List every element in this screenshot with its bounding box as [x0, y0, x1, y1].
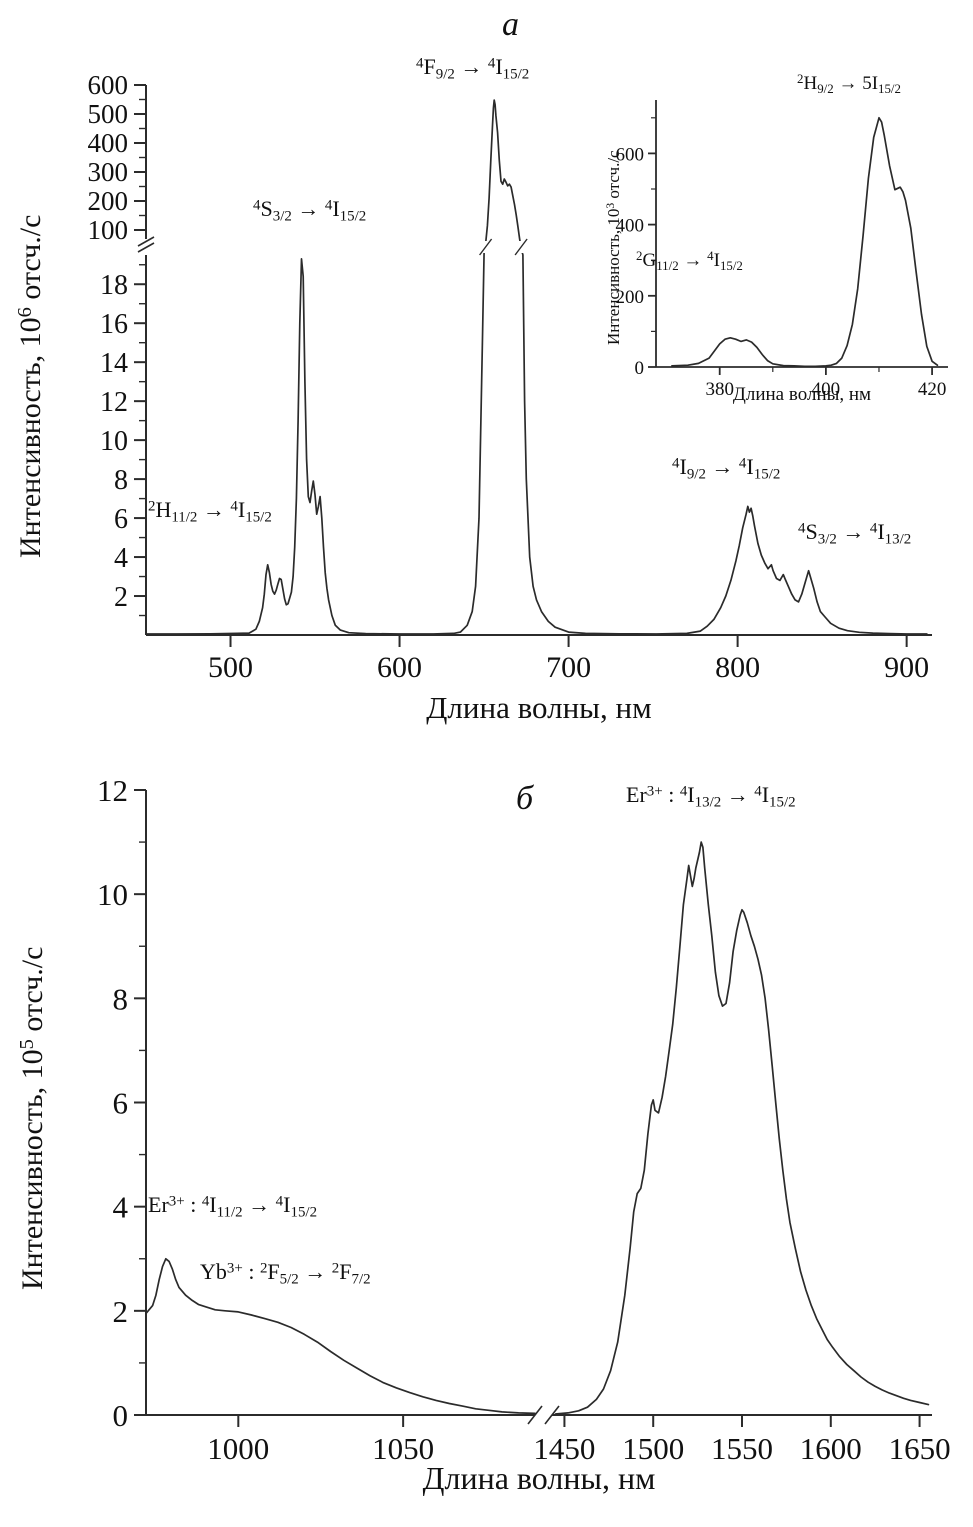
annotation-2G11-2-to-4I15-2: 2G11/2 → 4I15/2: [636, 248, 743, 273]
x-tick-label: 1650: [889, 1431, 951, 1466]
x-tick-label: 420: [918, 379, 947, 400]
annotation-4F9-2-to-4I15-2: 4F9/2 → 4I15/2: [416, 54, 530, 83]
y-tick-label: 2: [113, 1294, 129, 1329]
x-tick-label: 500: [208, 651, 253, 684]
annotation-4S3-2-to-4I15-2: 4S3/2 → 4I15/2: [253, 196, 367, 225]
x-tick-label: 900: [884, 651, 929, 684]
x-tick-label: 600: [377, 651, 422, 684]
axis-break-mark: [137, 236, 155, 247]
axis-break-mark: [137, 242, 155, 253]
y-tick-label: 300: [88, 157, 129, 187]
y-tick-label: 0: [635, 358, 645, 379]
axis-break-mark: [544, 1405, 560, 1425]
annotation-4I9-2-to-4I15-2: 4I9/2 → 4I15/2: [672, 454, 781, 483]
y-tick-label: 12: [100, 387, 128, 418]
y-tick-label: 200: [616, 287, 645, 308]
y-tick-label: 8: [113, 981, 129, 1016]
x-tick-label: 700: [546, 651, 591, 684]
x-tick-label: 1600: [800, 1431, 862, 1466]
x-tick-label: 1550: [711, 1431, 773, 1466]
y-tick-label: 2: [114, 582, 128, 613]
inset-y-axis-title: Интенсивность, 103 отсч./с: [603, 150, 623, 345]
y-tick-label: 100: [88, 215, 129, 245]
annotation-4S3-2-to-4I13-2: 4S3/2 → 4I13/2: [798, 519, 912, 548]
x-tick-label: 1450: [533, 1431, 595, 1466]
y-tick-label: 14: [100, 348, 128, 379]
y-tick-label: 10: [97, 877, 128, 912]
y-tick-label: 16: [100, 309, 128, 340]
annotation-yb-2F5-2-to-2F7-2: Yb3+ : 2F5/2 → 2F7/2: [200, 1259, 371, 1288]
panel-b-letter: б: [516, 780, 534, 817]
inset-x-axis-title: Длина волны, нм: [732, 384, 872, 405]
curve-break-mark: [514, 238, 528, 256]
annotation-er-4I11-2-to-4I15-2: Er3+ : 4I11/2 → 4I15/2: [148, 1192, 318, 1221]
y-tick-label: 400: [616, 216, 645, 237]
panel-b-y-axis-title: Интенсивность, 105 отсч./с: [15, 946, 49, 1290]
y-tick-label: 0: [113, 1398, 129, 1433]
y-tick-label: 18: [100, 270, 128, 301]
x-tick-label: 380: [705, 379, 734, 400]
y-tick-label: 4: [114, 543, 128, 574]
panel-b-curve-1: [554, 841, 930, 1415]
curve-break-mark: [479, 238, 493, 256]
y-tick-label: 6: [113, 1086, 129, 1121]
panel-b-curve-0: [145, 1257, 536, 1415]
y-tick-label: 600: [88, 70, 129, 100]
annotation-er-4I13-2-to-4I15-2: Er3+ : 4I13/2 → 4I15/2: [626, 782, 796, 811]
y-tick-label: 500: [88, 99, 129, 129]
x-tick-label: 1000: [207, 1431, 269, 1466]
y-tick-label: 200: [88, 186, 129, 216]
x-tick-label: 800: [715, 651, 760, 684]
y-tick-label: 4: [113, 1190, 129, 1225]
y-axis-break-band: [147, 241, 933, 253]
axis-break-mark: [527, 1405, 543, 1425]
x-tick-label: 400: [812, 379, 841, 400]
y-tick-label: 6: [114, 504, 128, 535]
annotation-2H9-2-to-5I15-2: 2H9/2 → 5I15/2: [797, 71, 901, 96]
panel-a-y-axis-title: Интенсивность, 106 отсч./с: [13, 214, 47, 558]
panel-a-curve: [145, 99, 928, 635]
y-tick-label: 400: [88, 128, 129, 158]
panel-a-letter: а: [502, 6, 519, 43]
inset-curve: [671, 116, 939, 368]
y-tick-label: 8: [114, 465, 128, 496]
y-tick-label: 12: [97, 773, 128, 808]
y-tick-label: 10: [100, 426, 128, 457]
y-tick-label: 600: [616, 144, 645, 165]
panel-a-x-axis-title: Длина волны, нм: [426, 690, 652, 725]
annotation-2H11-2-to-4I15-2: 2H11/2 → 4I15/2: [148, 497, 272, 526]
x-tick-label: 1500: [622, 1431, 684, 1466]
panel-b-x-axis-title: Длина волны, нм: [422, 1460, 656, 1496]
x-tick-label: 1050: [372, 1431, 434, 1466]
